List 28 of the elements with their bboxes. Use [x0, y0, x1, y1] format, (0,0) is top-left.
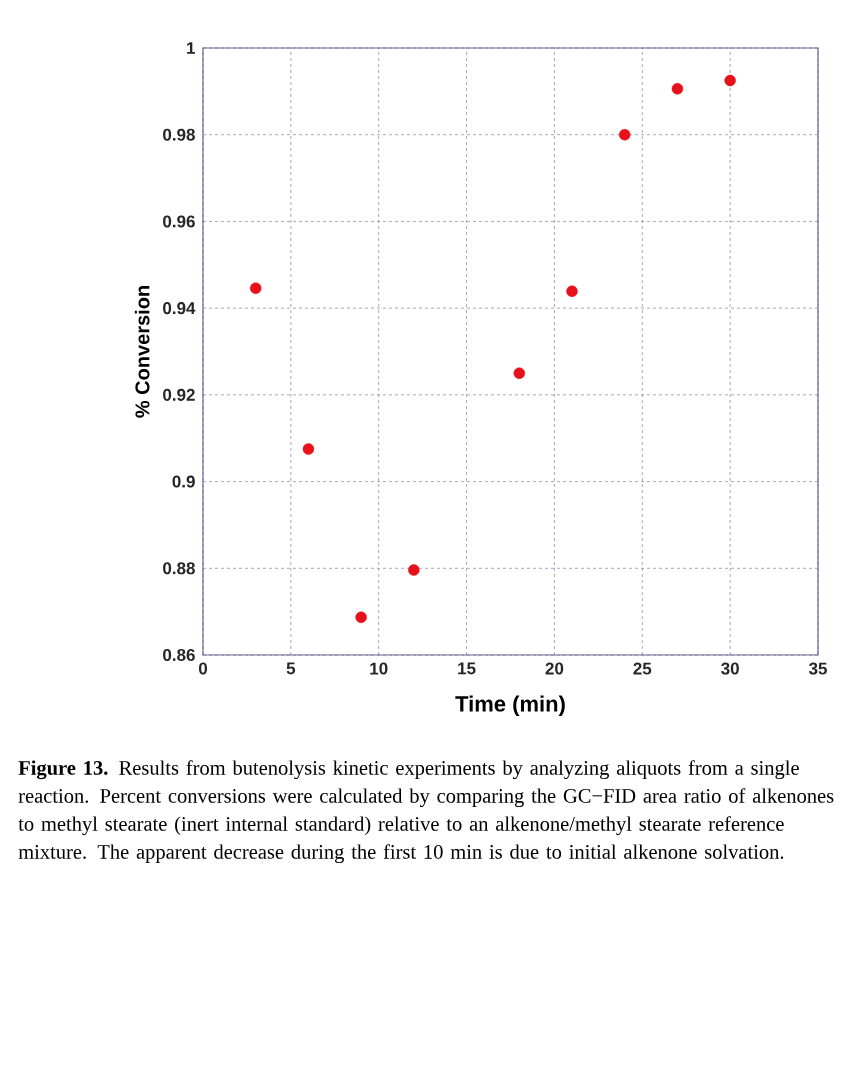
x-tick-label: 15 — [458, 662, 476, 675]
x-tick-label: 5 — [286, 662, 296, 675]
x-tick-label: 0 — [198, 662, 208, 675]
point — [619, 129, 631, 141]
x-axis-title: Time (min) — [455, 695, 565, 716]
y-tick-label: 0.96 — [163, 215, 195, 228]
point — [250, 282, 262, 294]
y-tick-label: 0.92 — [163, 388, 195, 401]
x-tick-label: 30 — [721, 662, 739, 675]
point — [513, 367, 525, 379]
x-tick-label: 10 — [370, 662, 388, 675]
y-tick-label: 0.86 — [163, 648, 195, 662]
point — [671, 83, 684, 95]
point — [408, 564, 420, 576]
x-tick-label: 35 — [808, 662, 827, 675]
text: Figure 13. Results from butenolysis kinetic experiments by analyzing aliquots from a single reaction. Percent conversions were calculated by comparing the GC−FID area ratio of alkenones to methyl stearate (inert internal standard) relative to an alkenone/methyl stearate reference mixture. The apparent decrease during the first 10 min is due to initial alkenone solvation. — [18, 760, 834, 864]
point — [724, 74, 736, 87]
y-tick-label: 1 — [187, 42, 195, 54]
x-tick-label: 20 — [545, 662, 564, 675]
point — [302, 443, 315, 455]
y-tick-label: 0.88 — [163, 562, 195, 575]
y-tick-label: 0.94 — [163, 302, 196, 315]
x-tick-label: 25 — [633, 662, 652, 675]
point — [355, 611, 367, 623]
y-tick-label: 0.98 — [163, 128, 195, 141]
point — [566, 285, 578, 297]
y-tick-label: 0.9 — [172, 475, 195, 488]
y-axis-title: % Conversion — [134, 286, 150, 418]
